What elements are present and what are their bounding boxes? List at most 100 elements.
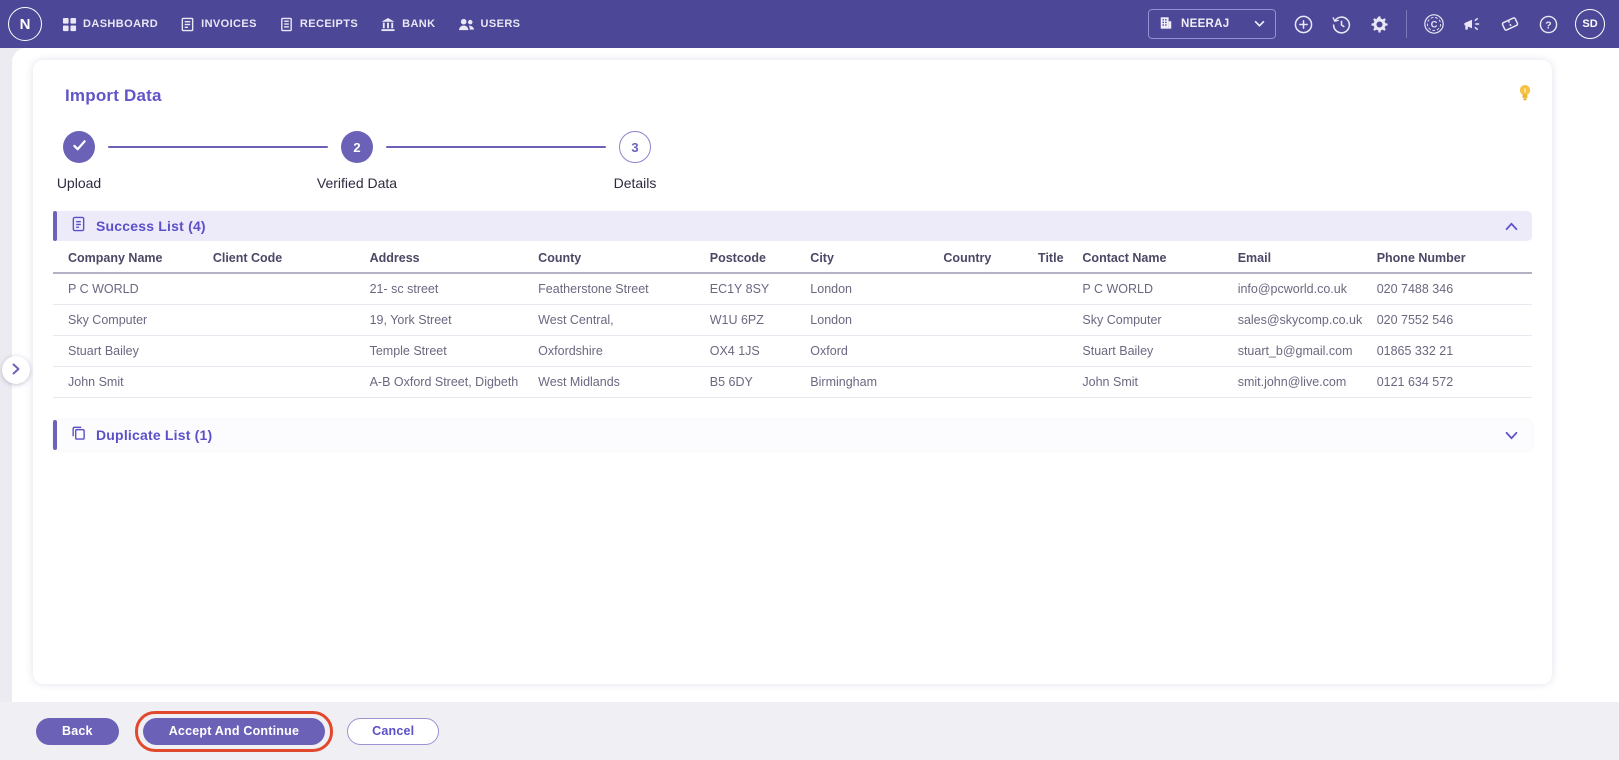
- ticket-icon[interactable]: [1499, 13, 1521, 35]
- building-icon: [1159, 16, 1173, 33]
- table-row[interactable]: Stuart Bailey Temple Street Oxfordshire …: [53, 336, 1532, 367]
- nav-label: USERS: [480, 18, 521, 30]
- step-upload[interactable]: [63, 131, 95, 163]
- column-header: Email: [1237, 251, 1272, 265]
- cell-country: [937, 305, 1032, 336]
- duplicate-list-header[interactable]: Duplicate List (1): [53, 420, 1532, 450]
- cell-email: info@pcworld.co.uk: [1237, 282, 1347, 296]
- page-title: Import Data: [65, 85, 162, 105]
- column-header: Title: [1038, 251, 1064, 265]
- cell-country: [937, 336, 1032, 367]
- check-icon: [72, 139, 87, 155]
- table-row[interactable]: Sky Computer 19, York Street West Centra…: [53, 305, 1532, 336]
- cell-phone-number: 01865 332 21: [1376, 344, 1454, 358]
- chevron-down-icon[interactable]: [1505, 431, 1518, 440]
- cell-title: [1032, 273, 1076, 305]
- cell-client-code: [207, 367, 364, 398]
- step-label-verified-data: Verified Data: [316, 175, 398, 191]
- success-list-table: Company Name Client Code Address County …: [53, 243, 1532, 398]
- table-header-row: Company Name Client Code Address County …: [53, 243, 1532, 273]
- bank-icon: [380, 17, 396, 32]
- success-list-header[interactable]: Success List (4): [53, 211, 1532, 241]
- annotation-highlight-ring: Accept And Continue: [134, 710, 334, 752]
- cell-city: Birmingham: [810, 375, 877, 389]
- help-circle-icon[interactable]: ?: [1537, 13, 1559, 35]
- step-connector: [108, 146, 328, 148]
- cell-contact-name: P C WORLD: [1082, 282, 1154, 296]
- top-navbar: N DASHBOARD INVOICES RECEIPTS BANK USERS…: [0, 0, 1619, 48]
- back-button[interactable]: Back: [36, 717, 119, 745]
- main-nav: DASHBOARD INVOICES RECEIPTS BANK USERS: [62, 17, 520, 32]
- column-header: City: [810, 251, 834, 265]
- cell-county: West Central,: [538, 313, 614, 327]
- step-label-upload: Upload: [56, 175, 102, 191]
- document-icon: [71, 216, 86, 237]
- step-verified-data[interactable]: 2: [341, 131, 373, 163]
- history-icon[interactable]: [1330, 13, 1352, 35]
- cell-phone-number: 0121 634 572: [1376, 375, 1454, 389]
- cell-company-name: P C WORLD: [68, 282, 139, 296]
- nav-label: RECEIPTS: [299, 18, 359, 30]
- nav-item-users[interactable]: USERS: [458, 17, 521, 32]
- duplicate-list-title: Duplicate List (1): [96, 427, 213, 443]
- chevron-right-icon: [12, 363, 20, 378]
- cell-contact-name: Sky Computer: [1082, 313, 1162, 327]
- cell-country: [937, 273, 1032, 305]
- chevron-up-icon[interactable]: [1505, 221, 1518, 231]
- cell-address: A-B Oxford Street, Digbeth: [369, 375, 519, 389]
- app-logo-letter: N: [19, 15, 31, 33]
- step-details[interactable]: 3: [619, 131, 651, 163]
- announcement-megaphone-icon[interactable]: [1461, 13, 1483, 35]
- cell-company-name: Stuart Bailey: [68, 344, 139, 358]
- nav-label: DASHBOARD: [83, 18, 159, 30]
- cell-county: Featherstone Street: [538, 282, 649, 296]
- nav-label: BANK: [402, 18, 436, 30]
- action-footer: Back Accept And Continue Cancel: [0, 702, 1619, 760]
- users-icon: [458, 17, 475, 32]
- company-select-value: NEERAJ: [1181, 18, 1230, 30]
- cell-postcode: OX4 1JS: [709, 344, 760, 358]
- column-header: County: [538, 251, 582, 265]
- column-header: Address: [369, 251, 420, 265]
- success-list-title: Success List (4): [96, 218, 206, 234]
- cell-county: Oxfordshire: [538, 344, 603, 358]
- step-connector: [386, 146, 606, 148]
- nav-label: INVOICES: [201, 18, 257, 30]
- table-row[interactable]: P C WORLD 21- sc street Featherstone Str…: [53, 273, 1532, 305]
- navbar-divider: [1406, 10, 1407, 38]
- table-row[interactable]: John Smit A-B Oxford Street, Digbeth Wes…: [53, 367, 1532, 398]
- company-select[interactable]: NEERAJ: [1148, 9, 1276, 39]
- cell-address: Temple Street: [369, 344, 447, 358]
- nav-item-bank[interactable]: BANK: [380, 17, 435, 32]
- nav-item-dashboard[interactable]: DASHBOARD: [62, 17, 158, 32]
- nav-item-receipts[interactable]: RECEIPTS: [279, 17, 358, 32]
- column-header: Phone Number: [1376, 251, 1466, 265]
- app-logo[interactable]: N: [8, 7, 42, 41]
- nav-item-invoices[interactable]: INVOICES: [180, 17, 257, 32]
- navbar-right: NEERAJ C ? SD: [1148, 9, 1605, 39]
- user-avatar[interactable]: SD: [1575, 9, 1605, 39]
- receipt-icon: [279, 17, 294, 32]
- cell-contact-name: Stuart Bailey: [1082, 344, 1154, 358]
- svg-text:C: C: [1431, 20, 1438, 30]
- cell-city: Oxford: [810, 344, 848, 358]
- cell-company-name: Sky Computer: [68, 313, 148, 327]
- cell-client-code: [207, 273, 364, 305]
- chevron-down-icon: [1254, 18, 1265, 30]
- sidebar-expand-button[interactable]: [2, 356, 30, 384]
- settings-gear-icon[interactable]: [1368, 13, 1390, 35]
- add-circle-icon[interactable]: [1292, 13, 1314, 35]
- cancel-button[interactable]: Cancel: [347, 717, 440, 745]
- cell-title: [1032, 305, 1076, 336]
- cell-email: stuart_b@gmail.com: [1237, 344, 1353, 358]
- column-header: Client Code: [212, 251, 283, 265]
- cell-city: London: [810, 282, 853, 296]
- brand-c-logo[interactable]: C: [1423, 13, 1445, 35]
- cell-address: 21- sc street: [369, 282, 439, 296]
- import-data-card: Import Data 2 3 Upload Verified Data Det…: [33, 60, 1552, 684]
- column-header: Country: [943, 251, 992, 265]
- lightbulb-icon[interactable]: [1518, 84, 1532, 107]
- cell-postcode: EC1Y 8SY: [709, 282, 770, 296]
- step-label-details: Details: [613, 175, 657, 191]
- accept-and-continue-button[interactable]: Accept And Continue: [142, 717, 326, 745]
